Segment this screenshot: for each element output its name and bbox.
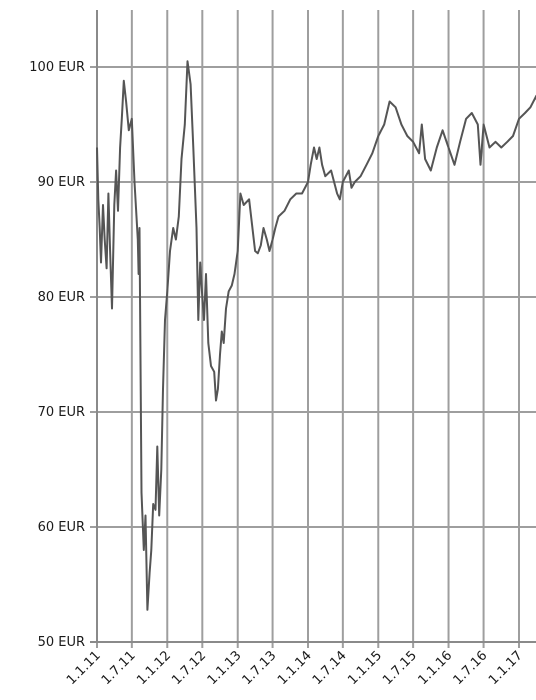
price-series-line: [96, 60, 536, 611]
y-tick-label: 100 EUR: [29, 60, 85, 75]
x-tick-label: 1.7.13: [240, 648, 280, 688]
y-tick-label: 50 EUR: [38, 635, 85, 650]
series-layer: [96, 60, 536, 611]
x-tick-label: 1.1.14: [275, 648, 315, 688]
x-tick-label: 1.7.11: [99, 648, 139, 688]
x-tick-label: 1.1.16: [416, 648, 456, 688]
y-tick-label: 90 EUR: [38, 175, 85, 190]
vertical-gridlines: [96, 10, 520, 648]
x-tick-label: 1.1.15: [345, 648, 385, 688]
x-tick-label: 1.7.15: [380, 648, 420, 688]
y-tick-label: 80 EUR: [38, 290, 85, 305]
x-tick-label: 1.1.12: [134, 648, 174, 688]
x-tick-labels: 1.1.111.7.111.1.121.7.121.1.131.7.131.1.…: [64, 648, 526, 688]
x-tick-label: 1.1.11: [64, 648, 104, 688]
y-tick-label: 60 EUR: [38, 520, 85, 535]
x-tick-label: 1.1.17: [486, 648, 526, 688]
x-tick-label: 1.7.16: [451, 648, 491, 688]
y-tick-label: 70 EUR: [38, 405, 85, 420]
x-tick-label: 1.1.13: [205, 648, 245, 688]
x-tick-label: 1.7.14: [310, 648, 350, 688]
x-tick-label: 1.7.12: [169, 648, 209, 688]
y-tick-labels: 50 EUR 60 EUR 70 EUR 80 EUR 90 EUR 100 EUR: [29, 60, 85, 650]
axes: [90, 10, 536, 643]
